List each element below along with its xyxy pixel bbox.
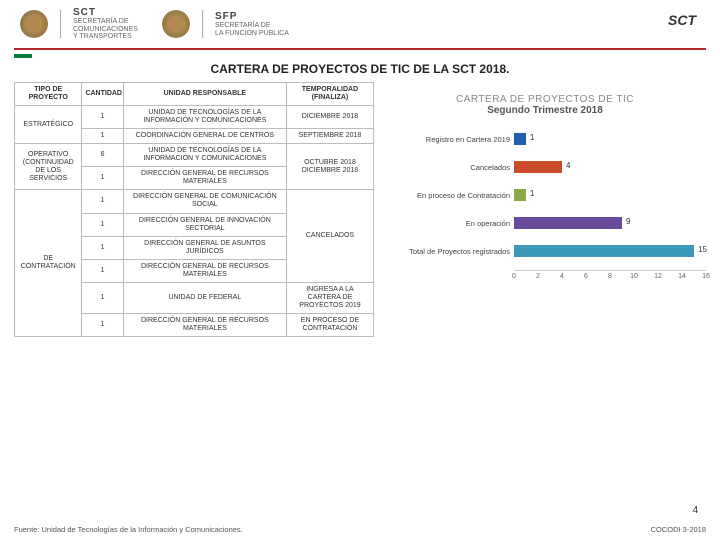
axis-tick: 14 [678,273,686,280]
axis-tick: 16 [702,273,710,280]
bar-area: 1 [514,188,706,202]
bar-value: 4 [566,161,570,170]
seal-icon [162,10,190,38]
projects-table: TIPO DE PROYECTOCANTIDADUNIDAD RESPONSAB… [14,82,374,337]
green-strip [14,54,32,58]
cell-cantidad: 1 [82,167,123,190]
cell-unidad: DIRECCIÓN GENERAL DE RECURSOS MATERIALES [123,259,286,282]
logo-sfp-abbr: SFP [215,11,289,22]
bar-area: 9 [514,216,706,230]
logo-sfp: SFP SECRETARÍA DE LA FUNCIÓN PÚBLICA [162,10,289,38]
logo-sfp-full: SECRETARÍA DE LA FUNCIÓN PÚBLICA [215,22,289,37]
bar-label: Cancelados [384,163,514,172]
cell-cantidad: 1 [82,282,123,313]
bar-row: Total de Proyectos registrados 15 [384,242,706,260]
logo-sct-text: SCT SECRETARÍA DE COMUNICACIONES Y TRANS… [73,7,138,41]
red-bar [14,48,706,50]
axis-tick: 2 [536,273,540,280]
logo-sct: SCT SECRETARÍA DE COMUNICACIONES Y TRANS… [20,7,138,41]
axis-tick: 8 [608,273,612,280]
chart-subtitle: Segundo Trimestre 2018 [384,105,706,116]
bar-value: 1 [530,133,534,142]
cell-temporalidad: DICIEMBRE 2018 [286,106,373,129]
cell-tipo: OPERATIVO (CONTINUIDAD DE LOS SERVICIOS [15,144,82,190]
axis-tick: 12 [654,273,662,280]
cell-temporalidad: OCTUBRE 2018 DICIEMBRE 2018 [286,144,373,190]
bar [514,133,526,145]
page-title: CARTERA DE PROYECTOS DE TIC DE LA SCT 20… [0,62,720,76]
bar [514,189,526,201]
chart-axis: 0246810121416 [514,270,706,284]
chart-title: CARTERA DE PROYECTOS DE TIC [384,94,706,105]
bar-label: Total de Proyectos registrados [384,247,514,256]
cell-cantidad: 6 [82,144,123,167]
axis-tick: 10 [630,273,638,280]
bar-area: 4 [514,160,706,174]
cell-temporalidad: CANCELADOS [286,190,373,282]
bar-value: 1 [530,189,534,198]
cell-unidad: DIRECCIÓN GENERAL DE ASUNTOS JURÍDICOS [123,236,286,259]
footer-source: Fuente: Unidad de Tecnologías de la Info… [14,525,243,534]
cell-unidad: COORDINACIÓN GENERAL DE CENTROS [123,129,286,144]
cell-unidad: UNIDAD DE FEDERAL [123,282,286,313]
bar-value: 9 [626,217,630,226]
logo-sct-abbr: SCT [73,7,138,18]
divider [202,10,203,38]
logo-sfp-text: SFP SECRETARÍA DE LA FUNCIÓN PÚBLICA [215,11,289,37]
bar-row: Cancelados 4 [384,158,706,176]
table-header: CANTIDAD [82,83,123,106]
table-header: UNIDAD RESPONSABLE [123,83,286,106]
cell-temporalidad: SEPTIEMBRE 2018 [286,129,373,144]
cell-cantidad: 1 [82,190,123,213]
cell-cantidad: 1 [82,236,123,259]
bar-label: En proceso de Contratación [384,191,514,200]
bar-label: En operación [384,219,514,228]
bar-area: 15 [514,244,706,258]
axis-tick: 4 [560,273,564,280]
cell-cantidad: 1 [82,106,123,129]
bar [514,245,694,257]
cell-unidad: DIRECCIÓN GENERAL DE COMUNICACIÓN SOCIAL [123,190,286,213]
bar-area: 1 [514,132,706,146]
bar [514,217,622,229]
divider [60,10,61,38]
cell-tipo: DE CONTRATACIÓN [15,190,82,337]
content: TIPO DE PROYECTOCANTIDADUNIDAD RESPONSAB… [0,82,720,337]
cell-temporalidad: INGRESA A LA CARTERA DE PROYECTOS 2019 [286,282,373,313]
page-number: 4 [692,505,698,516]
cell-cantidad: 1 [82,213,123,236]
header: SCT SECRETARÍA DE COMUNICACIONES Y TRANS… [0,0,720,48]
cell-unidad: DIRECCIÓN GENERAL DE RECURSOS MATERIALES [123,167,286,190]
axis-tick: 0 [512,273,516,280]
cell-cantidad: 1 [82,129,123,144]
cell-unidad: DIRECCIÓN GENERAL DE INNOVACIÓN SECTORIA… [123,213,286,236]
seal-icon [20,10,48,38]
cell-unidad: UNIDAD DE TECNOLOGÍAS DE LA INFORMACIÓN … [123,144,286,167]
bar [514,161,562,173]
cell-cantidad: 1 [82,259,123,282]
footer-right: COCODI 3-2018 [651,525,706,534]
footer: Fuente: Unidad de Tecnologías de la Info… [14,525,706,534]
table-row: DE CONTRATACIÓN1DIRECCIÓN GENERAL DE COM… [15,190,374,213]
sct-corner-label: SCT [668,12,696,28]
cell-tipo: ESTRATÉGICO [15,106,82,144]
axis-tick: 6 [584,273,588,280]
cell-unidad: UNIDAD DE TECNOLOGÍAS DE LA INFORMACIÓN … [123,106,286,129]
bar-value: 15 [698,245,707,254]
bar-row: En proceso de Contratación 1 [384,186,706,204]
cell-unidad: DIRECCIÓN GENERAL DE RECURSOS MATERIALES [123,313,286,336]
table-row: OPERATIVO (CONTINUIDAD DE LOS SERVICIOS6… [15,144,374,167]
table-header: TEMPORALIDAD (FINALIZA) [286,83,373,106]
cell-temporalidad: EN PROCESO DE CONTRATACIÓN [286,313,373,336]
bar-label: Registro en Cartera 2019 [384,135,514,144]
chart: CARTERA DE PROYECTOS DE TIC Segundo Trim… [384,82,706,337]
table-header: TIPO DE PROYECTO [15,83,82,106]
table-row: ESTRATÉGICO1UNIDAD DE TECNOLOGÍAS DE LA … [15,106,374,129]
bar-row: Registro en Cartera 2019 1 [384,130,706,148]
bar-row: En operación 9 [384,214,706,232]
logo-sct-full: SECRETARÍA DE COMUNICACIONES Y TRANSPORT… [73,18,138,41]
cell-cantidad: 1 [82,313,123,336]
